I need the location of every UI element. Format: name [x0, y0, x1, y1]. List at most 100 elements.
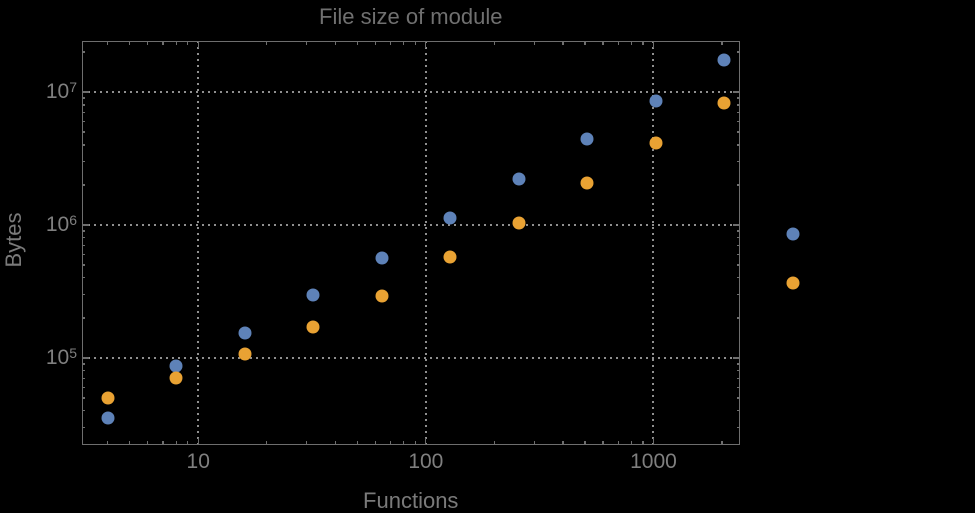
x-tick-top-10 [197, 41, 199, 48]
x-tick-top-2000 [721, 41, 723, 45]
y-tick-left-2000000 [81, 184, 85, 186]
x-tick-bottom-400 [562, 441, 564, 445]
y-tick-left-300000 [81, 293, 85, 296]
x-tick-bottom-700 [617, 441, 619, 445]
y-tick-left-1000000 [81, 224, 89, 226]
data-point-blue-x4 [101, 411, 115, 425]
x-tick-top-9 [187, 41, 189, 45]
gridline-y-1000000 [81, 223, 740, 226]
x-tick-top-8 [175, 41, 177, 45]
x-tick-bottom-80 [403, 441, 405, 445]
x-tick-bottom-900 [642, 441, 644, 445]
y-tick-left-8000000 [81, 104, 85, 106]
y-tick-label-10e7: 107 [45, 79, 77, 104]
x-tick-bottom-1000 [652, 437, 655, 445]
x-tick-top-50 [356, 41, 358, 45]
y-tick-right-9000000 [736, 97, 740, 99]
y-tick-left-200000 [81, 317, 85, 319]
x-tick-top-200 [493, 41, 495, 45]
y-tick-left-20000000 [81, 51, 85, 53]
y-tick-left-100000 [81, 357, 89, 359]
x-tick-top-20 [266, 41, 268, 45]
x-tick-top-700 [617, 41, 619, 45]
x-axis-label: Functions [363, 488, 459, 513]
data-point-blue-x512 [580, 132, 594, 146]
y-tick-left-4000000 [81, 144, 85, 146]
x-tick-bottom-10 [197, 437, 199, 445]
x-tick-bottom-600 [602, 441, 604, 445]
chart-title: File size of module [319, 4, 503, 29]
y-tick-right-10000000 [733, 91, 740, 93]
y-tick-left-5000000 [81, 131, 85, 133]
y-tick-right-6000000 [736, 120, 740, 123]
y-tick-left-90000 [81, 363, 85, 365]
x-tick-top-800 [630, 41, 633, 45]
y-tick-left-400000 [81, 277, 85, 279]
y-tick-left-10000000 [81, 91, 89, 93]
data-point-blue-x2048 [717, 53, 731, 67]
data-point-blue-x128 [443, 211, 457, 225]
data-point-orange-x64 [375, 289, 389, 303]
x-tick-top-100 [425, 41, 427, 48]
y-tick-left-7000000 [81, 111, 85, 114]
x-tick-bottom-2000 [721, 441, 723, 445]
data-point-orange-x32 [306, 320, 320, 334]
y-tick-label-10e6: 106 [45, 211, 77, 236]
y-tick-right-3000000 [736, 160, 740, 163]
x-tick-bottom-300 [533, 441, 536, 445]
data-point-orange-x4 [101, 391, 115, 405]
y-tick-right-600000 [736, 253, 740, 256]
x-tick-bottom-200 [493, 441, 495, 445]
x-tick-top-60 [374, 41, 376, 45]
y-tick-right-900000 [736, 230, 740, 232]
plot-frame [81, 41, 740, 445]
y-tick-right-30000 [736, 426, 740, 429]
data-point-blue-x32 [306, 288, 320, 302]
y-tick-right-700000 [736, 244, 740, 247]
y-tick-right-70000 [736, 377, 740, 380]
x-tick-top-400 [562, 41, 564, 45]
y-tick-left-60000 [81, 386, 85, 388]
y-tick-label-10e5: 105 [45, 344, 77, 369]
data-point-blue-x1024 [649, 94, 663, 108]
y-tick-right-90000 [736, 363, 740, 365]
x-tick-bottom-50 [356, 441, 358, 445]
y-tick-right-5000000 [736, 131, 740, 133]
x-tick-top-40 [334, 41, 336, 45]
data-point-orange-x16 [238, 347, 252, 361]
x-tick-top-5 [129, 41, 131, 45]
x-tick-top-70 [389, 41, 392, 45]
data-point-orange-x8 [169, 371, 183, 385]
data-point-blue-x4096 [786, 227, 800, 241]
y-tick-right-800000 [736, 237, 740, 239]
x-tick-top-30 [306, 41, 308, 45]
y-tick-right-4000000 [736, 144, 740, 146]
x-tick-top-7 [162, 41, 164, 45]
x-tick-top-80 [403, 41, 405, 45]
data-point-blue-x64 [375, 251, 389, 265]
x-tick-bottom-5 [129, 441, 131, 445]
y-tick-right-20000000 [736, 51, 740, 53]
y-tick-left-3000000 [81, 160, 85, 163]
y-tick-right-400000 [736, 277, 740, 279]
y-tick-right-80000 [736, 370, 740, 372]
x-tick-top-6 [147, 41, 149, 45]
x-tick-top-1000 [652, 41, 655, 48]
y-tick-right-1000000 [733, 224, 740, 226]
y-tick-right-300000 [736, 293, 740, 296]
data-point-orange-x512 [580, 176, 594, 190]
y-tick-left-80000 [81, 370, 85, 372]
y-tick-left-800000 [81, 237, 85, 239]
x-tick-bottom-70 [389, 441, 392, 445]
x-tick-label-1000: 1000 [630, 450, 677, 473]
y-tick-left-700000 [81, 244, 85, 247]
gridline-x-1000 [652, 41, 655, 445]
x-tick-label-100: 100 [408, 450, 444, 473]
y-tick-right-200000 [736, 317, 740, 319]
x-tick-top-600 [602, 41, 604, 45]
y-tick-left-500000 [81, 264, 85, 266]
y-tick-left-70000 [81, 377, 85, 380]
x-tick-bottom-8 [175, 441, 177, 445]
x-tick-top-900 [642, 41, 644, 45]
